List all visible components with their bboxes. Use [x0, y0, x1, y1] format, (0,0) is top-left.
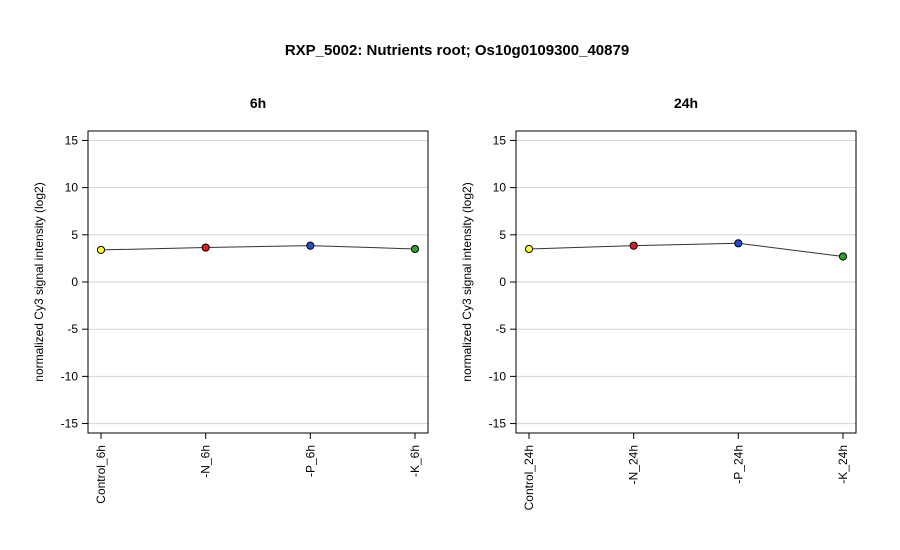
y-tick-label: -15	[61, 417, 79, 431]
data-point--P_24h	[734, 239, 743, 248]
x-tick-label: Control_24h	[522, 445, 536, 510]
y-tick-label: -10	[61, 369, 79, 383]
y-axis-label: normalized Cy3 signal intensity (log2)	[460, 182, 474, 381]
y-tick-label: 5	[499, 228, 506, 242]
x-tick-label: Control_6h	[94, 445, 108, 504]
series-line	[100, 245, 416, 251]
y-tick-label: 0	[499, 275, 506, 289]
chart-panel-2: 24h -15 -10 -5 0 5 10 15 normalized Cy3 signal i…	[460, 95, 857, 510]
chart-panel-1: 6h -15 -10 -5 0 5 10 15 normalized Cy3 signal in…	[32, 95, 429, 504]
x-tick-label: -K_6h	[408, 445, 422, 477]
x-tick-label: -K_24h	[836, 445, 850, 484]
data-point--P_6h	[306, 241, 315, 250]
x-tick-label: -P_6h	[303, 445, 317, 477]
plot-frame	[87, 130, 429, 434]
data-point--N_24h	[629, 241, 638, 250]
x-tick-label: -P_24h	[731, 445, 745, 484]
x-tick-label: -N_6h	[199, 445, 213, 478]
y-tick-label: 10	[493, 181, 507, 195]
plot-frame	[515, 130, 857, 434]
x-tick-label: -N_24h	[627, 445, 641, 484]
y-tick-label: -15	[489, 417, 507, 431]
y-axis-label: normalized Cy3 signal intensity (log2)	[32, 182, 46, 381]
data-point--K_6h	[410, 244, 420, 254]
data-point--K_24h	[838, 252, 848, 261]
y-tick-label: -5	[67, 322, 78, 336]
data-point--N_6h	[201, 243, 210, 252]
y-tick-label: 0	[71, 275, 78, 289]
data-point-Control_24h	[524, 244, 534, 254]
y-tick-label: 10	[65, 181, 79, 195]
y-tick-label: 15	[65, 133, 79, 147]
y-tick-label: -10	[489, 369, 507, 383]
y-tick-label: -5	[495, 322, 506, 336]
y-tick-label: 15	[493, 133, 507, 147]
panels: 6h -15 -10 -5 0 5 10 15 normalized Cy3 signal in…	[32, 95, 857, 510]
panel-title: 24h	[674, 95, 698, 111]
data-point-Control_6h	[96, 245, 106, 255]
y-tick-label: 5	[71, 228, 78, 242]
panel-title: 6h	[250, 95, 266, 111]
series-line	[528, 242, 844, 258]
figure-title: RXP_5002: Nutrients root; Os10g0109300_4…	[285, 42, 629, 59]
